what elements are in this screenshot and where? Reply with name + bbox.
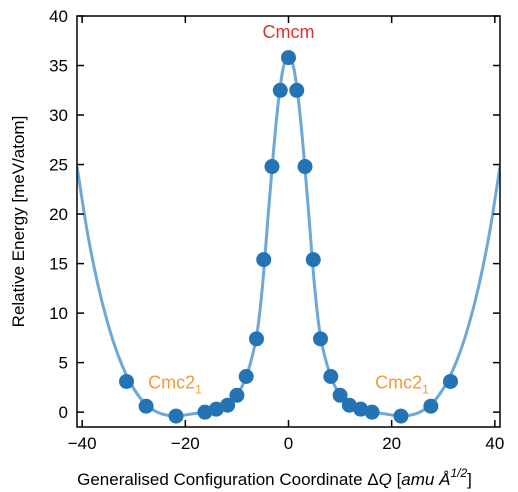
- x-axis-label-exponent: 1/2: [450, 466, 467, 480]
- y-tick-label: 30: [49, 106, 68, 125]
- data-point: [297, 159, 313, 175]
- phase-label-cmcm: Cmcm: [263, 22, 315, 42]
- data-point: [305, 252, 321, 268]
- y-tick-label: 15: [49, 255, 68, 274]
- data-point: [341, 397, 357, 413]
- phase-label-subscript: 1: [422, 382, 429, 396]
- x-axis-label-text: Generalised Configuration Coordinate Δ: [77, 470, 378, 489]
- data-point: [289, 82, 305, 98]
- plot-frame: [76, 15, 501, 428]
- data-point: [138, 398, 154, 414]
- data-point: [256, 252, 272, 268]
- data-point: [272, 82, 288, 98]
- data-point: [249, 331, 265, 347]
- y-tick-label: 20: [49, 205, 68, 224]
- phase-label-cmc21: Cmc21: [375, 372, 429, 396]
- x-tick-label: −20: [171, 434, 200, 453]
- data-point: [229, 387, 245, 403]
- data-point: [364, 404, 380, 420]
- phase-label-text: Cmcm: [263, 22, 315, 42]
- data-point: [312, 331, 328, 347]
- fit-curve-line: [77, 54, 500, 418]
- x-axis-label-bracket-close: ]: [467, 470, 472, 489]
- x-axis-label-q: Q: [379, 470, 392, 489]
- data-point: [332, 387, 348, 403]
- x-tick-label: 20: [382, 434, 401, 453]
- y-tick-label: 40: [49, 7, 68, 26]
- x-axis-label-bracket: [: [392, 470, 402, 489]
- data-point: [442, 373, 458, 389]
- data-point: [423, 398, 439, 414]
- x-tick-label: 40: [485, 434, 504, 453]
- y-tick-label: 5: [59, 354, 68, 373]
- phase-label-text: Cmc2: [375, 372, 422, 392]
- phase-label-subscript: 1: [195, 382, 202, 396]
- data-point: [119, 373, 135, 389]
- data-point: [168, 408, 184, 424]
- x-tick-label: 0: [284, 434, 293, 453]
- y-tick-label: 25: [49, 156, 68, 175]
- data-point: [197, 404, 213, 420]
- data-point: [323, 368, 339, 384]
- y-tick-label: 10: [49, 304, 68, 323]
- data-point: [238, 368, 254, 384]
- data-point: [208, 401, 224, 417]
- y-tick-label: 35: [49, 57, 68, 76]
- y-tick-label: 0: [59, 403, 68, 422]
- x-axis-label-unit: amu Å: [401, 470, 450, 489]
- phase-label-cmc21: Cmc21: [148, 372, 202, 396]
- data-point: [353, 401, 369, 417]
- phase-label-text: Cmc2: [148, 372, 195, 392]
- x-tick-label: −40: [68, 434, 97, 453]
- data-point: [220, 397, 236, 413]
- data-point: [393, 408, 409, 424]
- data-point: [264, 159, 280, 175]
- x-axis-label: Generalised Configuration Coordinate ΔQ …: [77, 466, 472, 489]
- data-point: [281, 50, 296, 66]
- y-axis-label: Relative Energy [meV/atom]: [9, 116, 28, 328]
